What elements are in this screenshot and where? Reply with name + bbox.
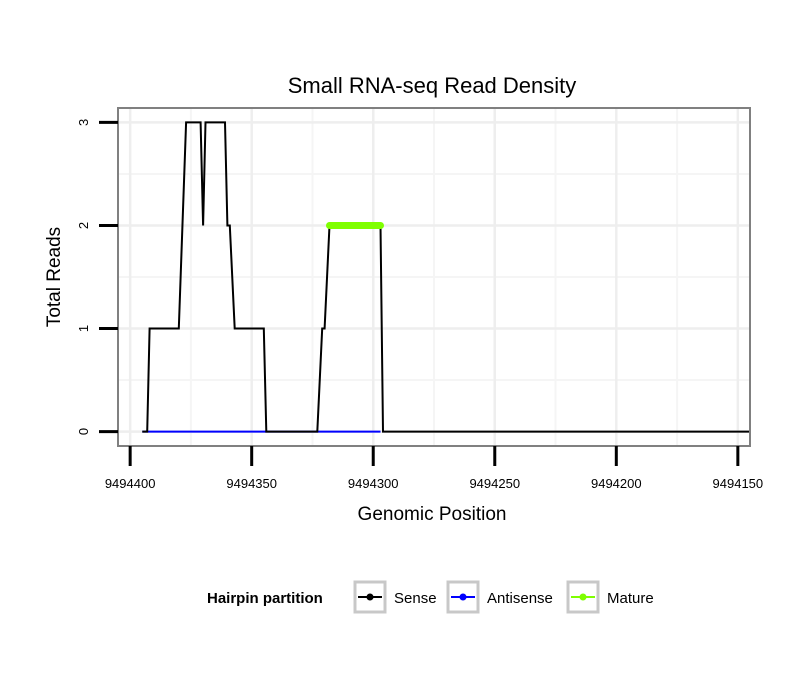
legend-title: Hairpin partition <box>207 590 323 607</box>
y-axis: 0 1 2 3 <box>76 119 118 435</box>
legend-label-mature: Mature <box>607 590 654 607</box>
legend-key-point <box>579 593 587 601</box>
y-tick-label: 1 <box>76 325 91 332</box>
x-tick-label: 9494400 <box>105 476 156 491</box>
y-axis-title: Total Reads <box>44 227 65 327</box>
y-tick-label: 0 <box>76 428 91 435</box>
legend-key-point <box>366 593 374 601</box>
x-axis-title: Genomic Position <box>358 504 507 525</box>
plot-panel <box>117 107 751 447</box>
panel-border <box>117 107 751 447</box>
x-tick-label: 9494250 <box>469 476 520 491</box>
legend-label-sense: Sense <box>394 590 437 607</box>
legend-key-point <box>459 593 467 601</box>
chart-title: Small RNA-seq Read Density <box>288 73 577 98</box>
x-tick-label: 9494300 <box>348 476 399 491</box>
x-tick-label: 9494150 <box>713 476 764 491</box>
series-layer <box>142 121 750 433</box>
legend-label-antisense: Antisense <box>487 590 553 607</box>
series-line-sense <box>142 121 750 433</box>
x-tick-label: 9494200 <box>591 476 642 491</box>
legend: Hairpin partition Sense Antisense Mature <box>207 580 654 614</box>
y-tick-label: 3 <box>76 119 91 126</box>
x-axis: 9494400 9494350 9494300 9494250 9494200 94941… <box>105 446 763 491</box>
y-tick-label: 2 <box>76 222 91 229</box>
x-tick-label: 9494350 <box>226 476 277 491</box>
